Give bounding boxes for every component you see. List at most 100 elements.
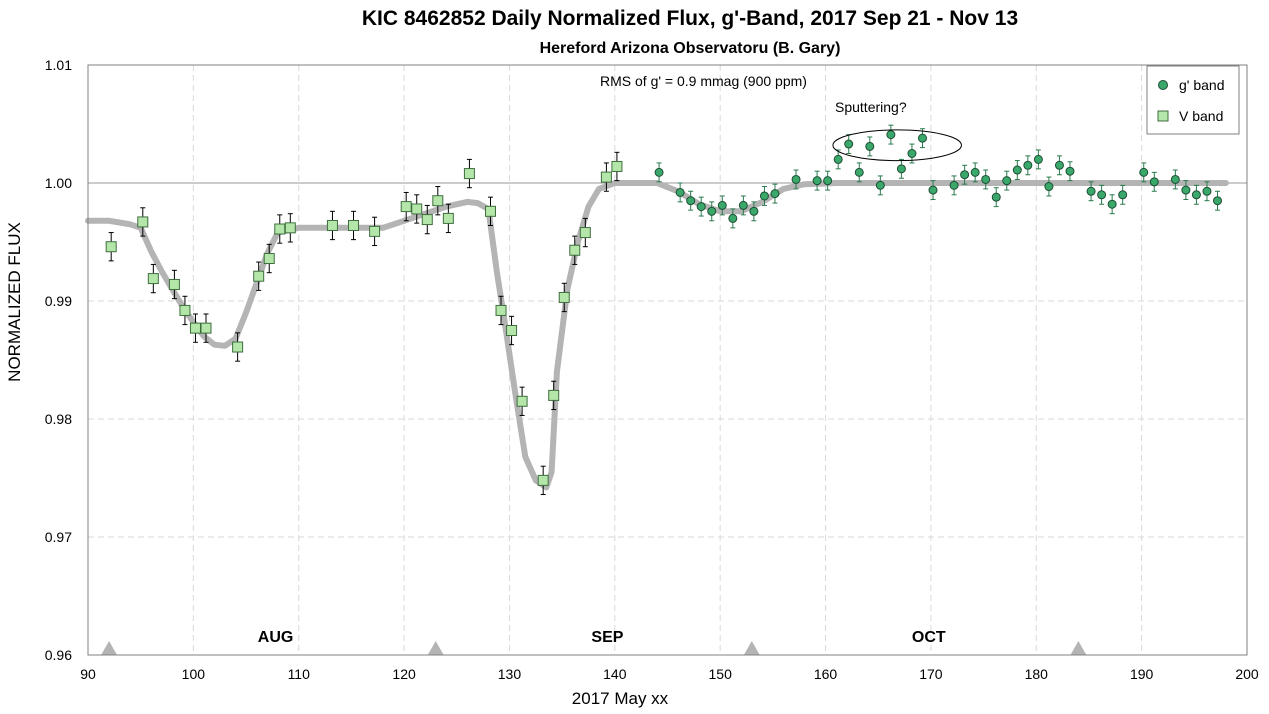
- vband-point: [411, 203, 423, 215]
- gband-point: [1170, 174, 1180, 184]
- month-marker-triangle: [101, 641, 118, 655]
- gband-point: [1065, 166, 1075, 176]
- gband-point: [812, 176, 822, 186]
- x-tick-label: 190: [1130, 666, 1154, 682]
- vband-point: [600, 171, 612, 183]
- gband-point: [1191, 190, 1201, 200]
- y-tick-label: 1.00: [45, 175, 72, 191]
- sputtering-annotation: Sputtering?: [835, 99, 907, 115]
- x-axis-label: 2017 May xx: [572, 689, 669, 708]
- gband-point: [1212, 196, 1222, 206]
- vband-point: [105, 241, 117, 253]
- month-label: SEP: [591, 629, 623, 646]
- vband-point: [506, 325, 518, 336]
- month-marker-triangle: [743, 641, 760, 655]
- vband-point: [189, 322, 201, 334]
- y-axis-label: NORMALIZED FLUX: [5, 222, 24, 382]
- legend-gband-marker: [1158, 80, 1168, 90]
- vband-point: [579, 227, 591, 239]
- gband-point: [865, 141, 875, 151]
- gband-point: [1023, 160, 1033, 170]
- vband-point: [558, 291, 570, 303]
- vband-point: [274, 223, 286, 235]
- gband-point: [749, 206, 759, 216]
- month-label: OCT: [912, 629, 946, 646]
- x-tick-label: 110: [288, 666, 311, 682]
- gband-point: [1149, 177, 1159, 187]
- vband-point: [537, 474, 549, 486]
- gband-point: [886, 130, 896, 140]
- gband-point: [1139, 167, 1149, 177]
- gband-point: [791, 174, 801, 184]
- vband-point: [400, 201, 412, 213]
- vband-point: [284, 222, 296, 234]
- x-tick-label: 160: [814, 666, 838, 682]
- y-tick-label: 0.96: [45, 647, 72, 663]
- gband-point: [717, 200, 727, 210]
- gband-point: [707, 206, 717, 216]
- sputtering-ellipse: [832, 129, 962, 162]
- gband-point: [770, 189, 780, 199]
- vband-point: [232, 341, 244, 353]
- x-tick-label: 180: [1025, 666, 1049, 682]
- x-tick-label: 170: [919, 666, 943, 682]
- vband-point: [569, 244, 581, 256]
- gband-point: [738, 200, 748, 210]
- gband-point: [1202, 186, 1212, 196]
- x-tick-label: 120: [392, 666, 416, 682]
- gband-point: [833, 154, 843, 164]
- gband-point: [654, 167, 664, 177]
- gband-point: [1118, 190, 1128, 200]
- x-tick-label: 90: [80, 666, 96, 682]
- gband-point: [970, 167, 980, 177]
- gband-point: [1086, 186, 1096, 196]
- vband-point: [168, 278, 180, 290]
- gband-point: [991, 192, 1001, 202]
- x-tick-label: 130: [498, 666, 522, 682]
- gband-point: [1002, 176, 1012, 186]
- chart-title: KIC 8462852 Daily Normalized Flux, g'-Ba…: [362, 7, 1018, 30]
- gband-point: [1107, 199, 1117, 209]
- y-tick-labels: 0.96 0.97 0.98 0.99 1.00 1.01: [45, 57, 72, 663]
- month-label: AUG: [258, 629, 294, 646]
- legend-gband-label: g' band: [1179, 77, 1225, 93]
- gband-point: [844, 139, 854, 149]
- gband-point: [928, 185, 938, 195]
- gband-point: [981, 174, 991, 184]
- y-tick-label: 0.98: [45, 411, 72, 427]
- gband-point: [960, 170, 970, 180]
- gband-point: [1012, 165, 1022, 175]
- y-tick-label: 1.01: [45, 57, 72, 73]
- gband-point: [696, 202, 706, 212]
- vband-point: [263, 253, 275, 265]
- vband-point: [611, 160, 623, 172]
- vband-point: [348, 219, 360, 231]
- y-tick-label: 0.97: [45, 529, 72, 545]
- legend: g' band V band: [1146, 65, 1240, 135]
- gband-point: [1044, 182, 1054, 192]
- x-tick-label: 140: [603, 666, 627, 682]
- gband-point: [759, 191, 769, 201]
- gband-point: [1054, 160, 1064, 170]
- gband-point: [949, 180, 959, 190]
- model-curve: [85, 180, 1229, 491]
- gband-point: [686, 196, 696, 206]
- vband-point: [200, 322, 212, 334]
- x-tick-labels: 90 100 110 120 130 140 150 160 170 180 190 200: [80, 666, 1259, 682]
- gband-point: [907, 149, 917, 158]
- rms-annotation: RMS of g' = 0.9 mmag (900 ppm): [600, 73, 807, 89]
- gband-point: [1097, 190, 1107, 200]
- gband-point: [896, 164, 906, 174]
- month-markers: AUG SEP OCT: [101, 629, 1087, 655]
- legend-vband-marker: [1157, 110, 1169, 122]
- vband-point: [253, 270, 265, 282]
- vband-point: [421, 214, 433, 226]
- month-marker-triangle: [1070, 641, 1087, 655]
- data-points: [105, 130, 1222, 486]
- gband-point: [854, 167, 864, 177]
- plot-area-frame: [87, 64, 1248, 656]
- gband-point: [1181, 185, 1191, 195]
- y-tick-label: 0.99: [45, 293, 72, 309]
- x-tick-label: 150: [709, 666, 733, 682]
